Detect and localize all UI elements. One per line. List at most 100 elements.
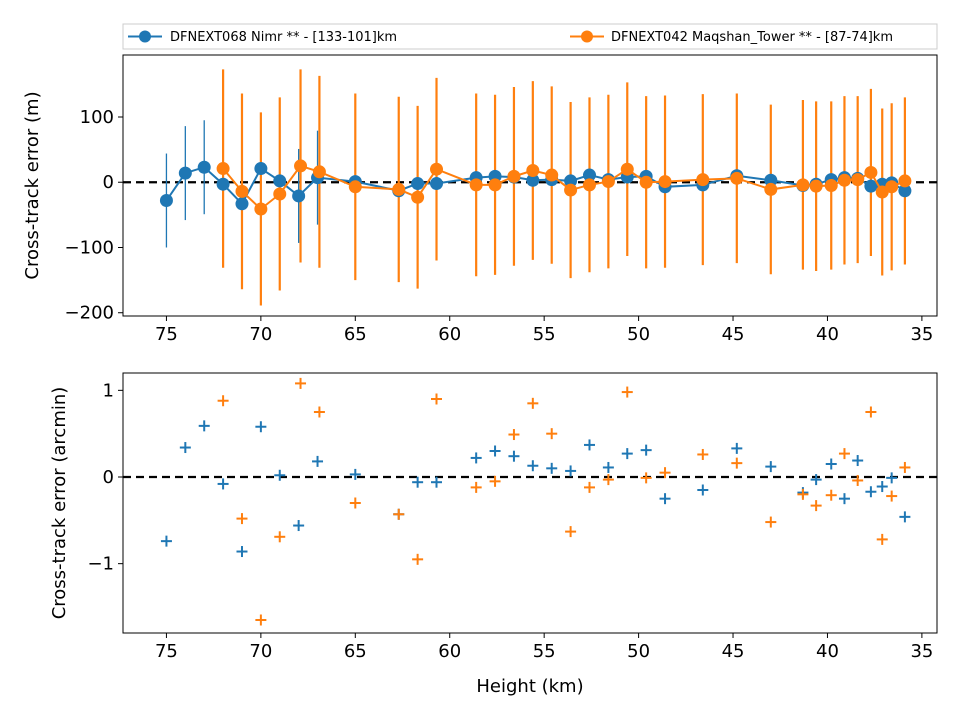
data-point-maqshan [851,173,865,187]
plus-marker-nimr [255,421,267,433]
data-point-maqshan [216,162,230,176]
top-y-tick-label: 100 [80,107,114,128]
plus-marker-nimr [179,442,191,454]
plus-marker-maqshan [621,386,633,398]
plus-marker-nimr [198,420,210,432]
data-point-maqshan [507,169,521,183]
plus-marker-nimr [602,461,614,473]
top-x-axis: 75 70 65 60 55 50 45 40 35 [155,316,933,345]
top-x-tick-label: 70 [249,324,272,345]
plus-marker-nimr [293,520,305,532]
plus-marker-nimr [886,472,898,484]
data-point-maqshan [411,190,425,204]
data-point-maqshan [824,179,838,192]
top-y-tick-label: −200 [65,303,114,324]
plus-marker-nimr [565,465,577,477]
bottom-x-tick-label: 40 [816,641,839,662]
plus-marker-maqshan [865,406,877,418]
plus-marker-nimr [527,460,539,472]
plus-marker-maqshan [431,393,443,405]
plus-marker-nimr [865,486,877,498]
top-x-tick-label: 40 [816,324,839,345]
plus-marker-maqshan [236,513,248,525]
plus-marker-maqshan [697,448,709,460]
bottom-chart-marks [123,377,937,626]
plus-marker-nimr [852,455,864,467]
plus-marker-nimr [274,469,286,481]
data-point-maqshan [601,175,615,189]
plus-marker-nimr [640,444,652,456]
legend-marker-nimr [139,30,151,43]
plus-marker-nimr [431,476,443,488]
plus-marker-maqshan [852,474,864,486]
plus-marker-nimr [546,462,558,474]
data-point-maqshan [730,171,744,185]
data-point-maqshan [488,178,502,192]
plus-marker-nimr [217,478,229,490]
bottom-x-tick-label: 70 [249,641,272,662]
top-y-axis-label: Cross-track error (m) [22,91,43,279]
data-point-nimr [564,174,578,188]
plus-marker-maqshan [659,467,671,479]
plus-marker-nimr [312,455,324,467]
top-x-tick-label: 65 [344,324,367,345]
legend: DFNEXT068 Nimr ** - [133-101]km DFNEXT04… [122,23,938,50]
top-x-tick-label: 75 [155,324,178,345]
data-point-maqshan [312,165,326,179]
data-point-maqshan [235,184,249,198]
data-point-maqshan [796,178,810,192]
bottom-panel: 75 70 65 60 55 50 45 40 35 1 0 −1 Cross-track erro… [49,372,938,697]
top-x-tick-label: 35 [910,324,933,345]
top-x-tick-label: 50 [627,324,650,345]
plus-marker-maqshan [565,526,577,538]
bottom-plot-frame [122,372,938,634]
data-point-maqshan [526,163,540,177]
data-point-maqshan [885,180,899,194]
data-point-nimr [411,177,425,191]
bottom-x-tick-label: 75 [155,641,178,662]
bottom-x-tick-label: 55 [533,641,556,662]
data-point-nimr [254,162,268,176]
plus-marker-maqshan [508,429,520,441]
plus-marker-nimr [659,493,671,505]
bottom-x-tick-label: 35 [910,641,933,662]
data-point-maqshan [898,174,912,188]
data-point-nimr [898,184,912,198]
bottom-x-tick-label: 45 [722,641,745,662]
data-point-nimr [292,189,306,203]
legend-box [122,23,938,50]
data-point-nimr [582,168,596,182]
plus-marker-maqshan [602,474,614,486]
plus-marker-nimr [470,452,482,464]
data-point-nimr [430,177,444,191]
plus-marker-nimr [765,461,777,473]
legend-item-maqshan: DFNEXT042 Maqshan_Tower ** - [87-74]km [570,30,893,45]
plus-marker-nimr [349,468,361,480]
data-point-maqshan [809,179,823,193]
plus-marker-nimr [825,458,837,470]
top-x-tick-label: 45 [722,324,745,345]
bottom-x-tick-label: 60 [438,641,461,662]
data-point-maqshan [658,175,672,189]
plus-marker-nimr [621,448,633,460]
data-point-maqshan [348,180,362,194]
data-point-nimr [197,160,211,174]
data-point-maqshan [620,162,634,176]
top-y-tick-label: 0 [103,172,114,193]
bottom-y-tick-label: −1 [87,554,114,575]
data-point-nimr [159,194,173,208]
plus-marker-maqshan [217,395,229,407]
plus-marker-nimr [697,484,709,496]
plus-marker-maqshan [527,397,539,409]
bottom-x-axis-label: Height (km) [476,676,583,697]
plus-marker-maqshan [876,533,888,545]
bottom-y-tick-label: 0 [103,467,114,488]
data-point-maqshan [430,162,444,176]
data-point-maqshan [696,173,710,187]
plus-marker-maqshan [546,428,558,440]
data-point-nimr [235,197,249,211]
data-point-nimr [178,166,192,180]
plus-marker-nimr [583,439,595,451]
data-point-nimr [764,173,778,187]
